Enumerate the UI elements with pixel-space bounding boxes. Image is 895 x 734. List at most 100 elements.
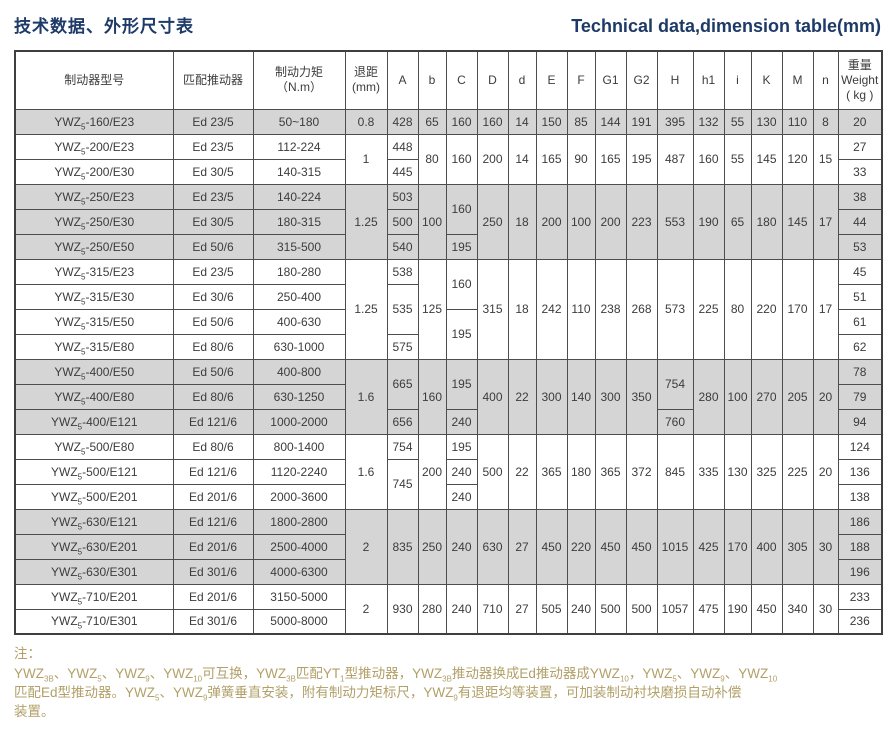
data-cell: 195 <box>445 233 478 260</box>
data-cell: 160 <box>445 183 478 235</box>
data-cell: 400-800 <box>252 358 346 385</box>
data-cell: Ed 301/6 <box>172 608 254 635</box>
data-cell: 220 <box>566 508 596 585</box>
data-cell: 110 <box>566 258 596 360</box>
data-cell: 242 <box>535 258 568 360</box>
table-row: YWZ5-250/E50 Ed 50/6 315-500 540 195 53 <box>14 233 883 260</box>
data-cell: 315 <box>476 258 509 360</box>
column-header: 制动器型号 <box>14 50 174 110</box>
table-row: YWZ5-315/E50 Ed 50/6 400-630 195 61 <box>14 308 883 360</box>
data-cell: 30 <box>812 583 839 635</box>
data-cell: 160 <box>476 108 509 135</box>
column-header: 制动力矩 （N.m） <box>252 50 346 110</box>
data-cell: 745 <box>386 458 419 510</box>
title-bar: 技术数据、外形尺寸表 Technical data,dimension tabl… <box>14 12 881 37</box>
table-row: YWZ5-200/E23 Ed 23/5 112-224 1 448 80 160 200 14… <box>14 133 883 185</box>
data-cell: 225 <box>692 258 725 360</box>
column-header: K <box>750 50 783 110</box>
table-row: YWZ5-200/E30 Ed 30/5 140-315 445 33 <box>14 158 883 185</box>
table-row: YWZ5-315/E23 Ed 23/5 180-280 1.25 538 125 160 3… <box>14 258 883 360</box>
data-cell: 250 <box>476 183 509 260</box>
data-cell: Ed 301/6 <box>172 558 254 585</box>
data-cell: 85 <box>566 108 596 135</box>
data-cell: 79 <box>837 383 883 410</box>
data-cell: 61 <box>837 308 883 335</box>
column-header: D <box>476 50 509 110</box>
data-cell: 51 <box>837 283 883 310</box>
data-cell: 1000-2000 <box>252 408 346 435</box>
data-cell: 180-280 <box>252 258 346 285</box>
data-cell: 450 <box>625 508 658 585</box>
data-cell: 630-1000 <box>252 333 346 360</box>
data-cell: 145 <box>781 183 814 260</box>
data-cell: Ed 201/6 <box>172 483 254 510</box>
data-cell: 20 <box>812 358 839 435</box>
data-cell: 2 <box>344 583 388 635</box>
data-cell: 65 <box>723 183 752 260</box>
data-cell: 188 <box>837 533 883 560</box>
data-cell: 17 <box>812 183 839 260</box>
data-cell: 30 <box>812 508 839 585</box>
data-cell: 140-224 <box>252 183 346 210</box>
data-cell: 15 <box>812 133 839 185</box>
data-cell: 475 <box>692 583 725 635</box>
data-cell: 18 <box>507 258 537 360</box>
model-cell: YWZ5-315/E80 <box>14 333 174 360</box>
data-cell: 100 <box>566 183 596 260</box>
data-cell: 760 <box>656 408 694 435</box>
data-cell: 191 <box>625 108 658 135</box>
data-cell: 538 <box>386 258 419 285</box>
data-cell: 930 <box>386 583 419 635</box>
data-cell: 445 <box>386 158 419 185</box>
footnote: 注： YWZ3B、YWZ5、YWZ9、YWZ10可互换，YWZ3B匹配YT1型推… <box>14 644 881 722</box>
data-cell: 136 <box>837 458 883 485</box>
data-cell: 710 <box>476 583 509 635</box>
data-cell: 425 <box>692 508 725 585</box>
data-cell: 1800-2800 <box>252 508 346 535</box>
data-cell: 55 <box>723 108 752 135</box>
data-cell: 1.25 <box>344 183 388 260</box>
data-cell: 190 <box>723 583 752 635</box>
data-cell: 500 <box>476 433 509 510</box>
data-cell: 27 <box>837 133 883 160</box>
data-cell: 50~180 <box>252 108 346 135</box>
table-row: YWZ5-500/E80 Ed 80/6 800-1400 1.6 754 200 195 5… <box>14 433 883 510</box>
model-cell: YWZ5-250/E23 <box>14 183 174 210</box>
data-cell: 132 <box>692 108 725 135</box>
data-cell: 112-224 <box>252 133 346 160</box>
data-cell: 233 <box>837 583 883 610</box>
data-cell: 350 <box>625 358 658 435</box>
data-cell: 100 <box>417 183 447 260</box>
data-cell: 365 <box>535 433 568 510</box>
data-cell: Ed 30/5 <box>172 158 254 185</box>
data-cell: 300 <box>535 358 568 435</box>
data-cell: Ed 23/5 <box>172 258 254 285</box>
model-cell: YWZ5-160/E23 <box>14 108 174 135</box>
data-cell: 315-500 <box>252 233 346 260</box>
data-cell: 180-315 <box>252 208 346 235</box>
data-cell: Ed 50/6 <box>172 358 254 385</box>
data-cell: Ed 80/6 <box>172 333 254 360</box>
data-cell: 22 <box>507 433 537 510</box>
data-cell: 2000-3600 <box>252 483 346 510</box>
data-cell: 4000-6300 <box>252 558 346 585</box>
data-cell: 8 <box>812 108 839 135</box>
note-line: 匹配Ed型推动器。YWZ5、YWZ9弹簧垂直安装，附有制动力矩标尺，YWZ9有退… <box>14 685 742 703</box>
data-cell: Ed 80/6 <box>172 383 254 410</box>
data-cell: 240 <box>445 483 478 510</box>
model-cell: YWZ5-315/E30 <box>14 283 174 310</box>
data-cell: 170 <box>723 508 752 585</box>
data-cell: Ed 23/5 <box>172 108 254 135</box>
data-cell: 160 <box>445 108 478 135</box>
data-cell: 180 <box>750 183 783 260</box>
data-cell: 138 <box>837 483 883 510</box>
data-cell: 428 <box>386 108 419 135</box>
data-cell: 450 <box>594 508 627 585</box>
table-row: YWZ5-400/E121 Ed 121/6 1000-2000 656 240 760 9… <box>14 408 883 435</box>
data-cell: 1.6 <box>344 433 388 510</box>
note-text: YWZ3B、YWZ5、YWZ9、YWZ10可互换，YWZ3B匹配YT1型推动器，… <box>14 664 881 721</box>
data-cell: 835 <box>386 508 419 585</box>
data-cell: 2500-4000 <box>252 533 346 560</box>
data-cell: 20 <box>837 108 883 135</box>
